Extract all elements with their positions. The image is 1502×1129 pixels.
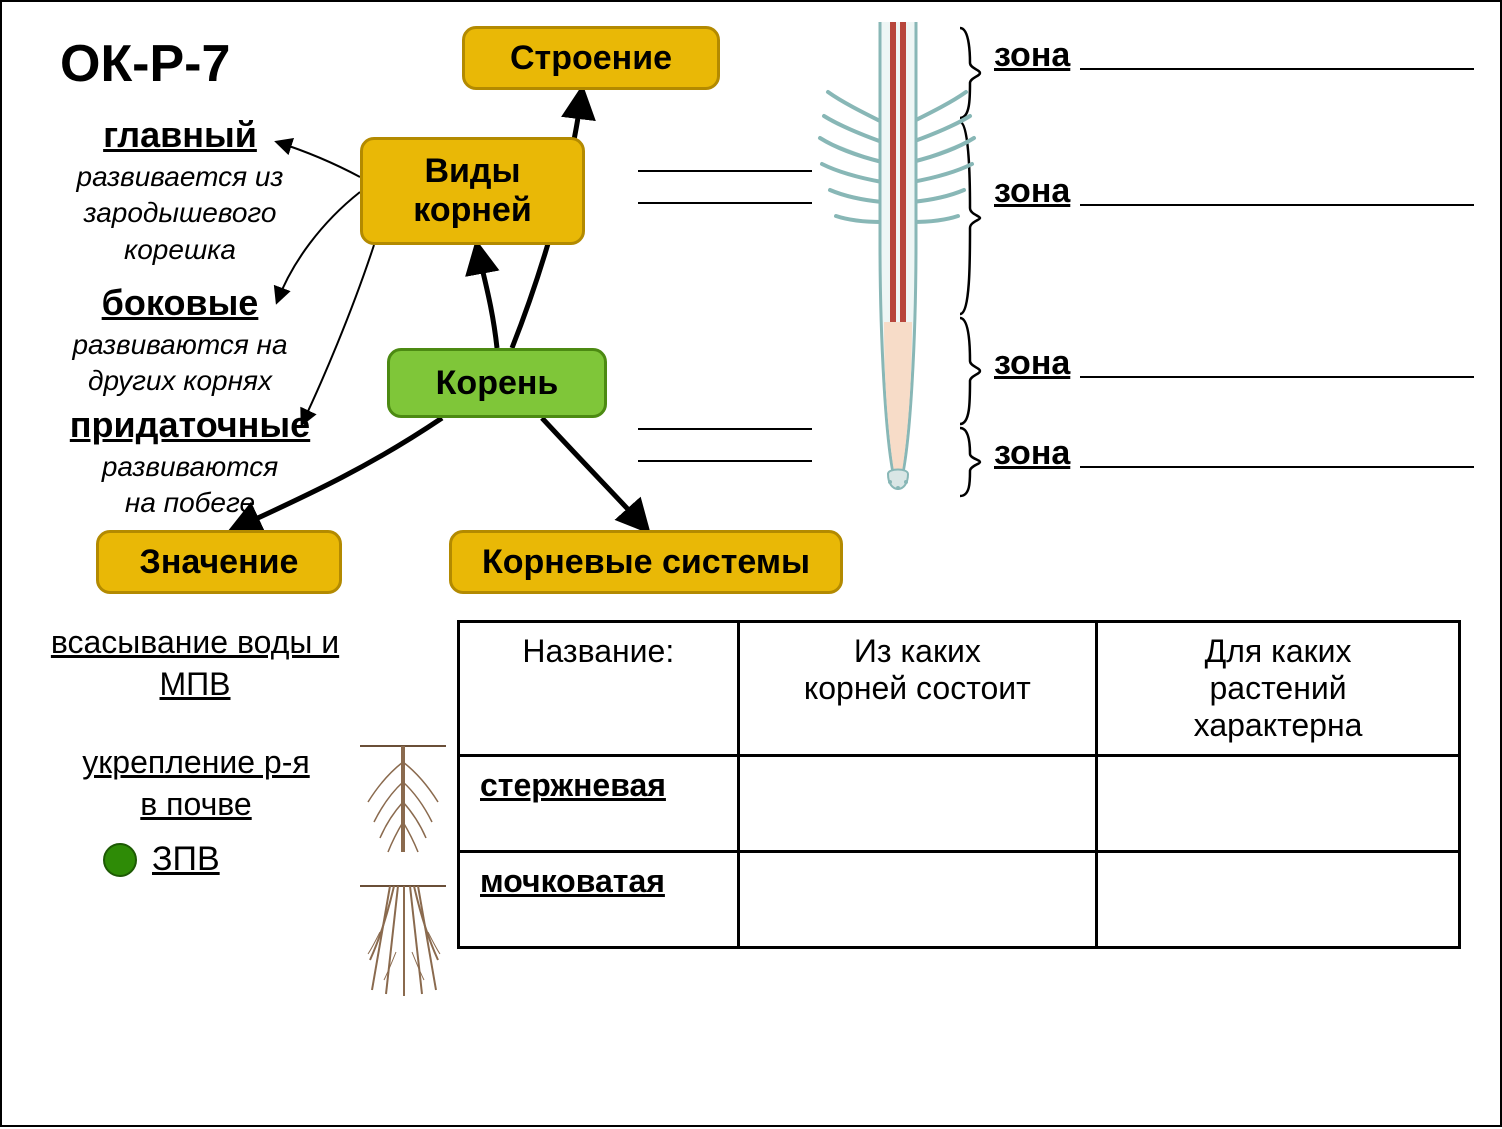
- node-struct-label: Строение: [510, 39, 672, 78]
- node-systems: Корневые системы: [449, 530, 843, 594]
- table-row-1-col2: [1097, 852, 1460, 948]
- struct-blank-1a: [638, 170, 812, 172]
- table-col-1: Из каких корней состоит: [738, 622, 1097, 756]
- table-row-0-col1: [738, 756, 1097, 852]
- table-col-2: Для каких растений характерна: [1097, 622, 1460, 756]
- table-col-0: Название:: [459, 622, 739, 756]
- meaning-anchor: укрепление р-я в почве: [66, 742, 326, 825]
- taproot-icon: [360, 746, 446, 852]
- node-center-label: Корень: [436, 364, 559, 403]
- struct-blank-2a: [638, 428, 812, 430]
- node-types: Виды корней: [360, 137, 585, 245]
- node-struct: Строение: [462, 26, 720, 90]
- zone-blank-2: [1080, 376, 1474, 378]
- table-row: стержневая: [459, 756, 1460, 852]
- fibrous-root-icon: [360, 886, 446, 996]
- node-center: Корень: [387, 348, 607, 418]
- term-main: главный развивается из зародышевого коре…: [40, 112, 320, 268]
- node-meaning-label: Значение: [140, 543, 299, 582]
- zone-blank-0: [1080, 68, 1474, 70]
- term-advent: придаточные развиваются на побеге: [40, 402, 340, 522]
- zone-label-2: зона: [994, 344, 1070, 383]
- zone-label-3: зона: [994, 434, 1070, 473]
- zone-braces: [960, 28, 980, 496]
- arrow-center-to-systems: [542, 418, 647, 530]
- meaning-zpv: ЗПВ: [152, 840, 220, 879]
- zone-label-0: зона: [994, 36, 1070, 75]
- table-row-0-name: стержневая: [459, 756, 739, 852]
- zone-blank-1: [1080, 204, 1474, 206]
- term-main-head: главный: [103, 114, 257, 155]
- root-tip-illustration: [820, 22, 974, 490]
- term-advent-sub: развиваются на побеге: [40, 449, 340, 522]
- term-advent-head: придаточные: [70, 404, 310, 445]
- table-row-1-col1: [738, 852, 1097, 948]
- table-row-1-name: мочковатая: [459, 852, 739, 948]
- node-types-label: Виды корней: [413, 152, 531, 230]
- term-side-head: боковые: [102, 282, 259, 323]
- meaning-zpv-text: ЗПВ: [152, 840, 220, 878]
- meaning-absorb: всасывание воды и МПВ: [30, 622, 360, 705]
- meaning-absorb-text: всасывание воды и МПВ: [51, 624, 339, 702]
- struct-blank-1b: [638, 202, 812, 204]
- term-side: боковые развиваются на других корнях: [40, 280, 320, 400]
- arrow-center-to-types: [477, 245, 497, 348]
- page-title: ОК-Р-7: [60, 34, 230, 94]
- table-row-0-col2: [1097, 756, 1460, 852]
- node-meaning: Значение: [96, 530, 342, 594]
- node-systems-label: Корневые системы: [482, 543, 810, 582]
- term-main-sub: развивается из зародышевого корешка: [40, 159, 320, 268]
- root-systems-table: Название: Из каких корней состоит Для ка…: [457, 620, 1461, 949]
- zone-label-1: зона: [994, 172, 1070, 211]
- term-side-sub: развиваются на других корнях: [40, 327, 320, 400]
- table-row: мочковатая: [459, 852, 1460, 948]
- meaning-anchor-text: укрепление р-я в почве: [82, 744, 309, 822]
- zpv-dot: [104, 844, 136, 876]
- struct-blank-2b: [638, 460, 812, 462]
- zone-blank-3: [1080, 466, 1474, 468]
